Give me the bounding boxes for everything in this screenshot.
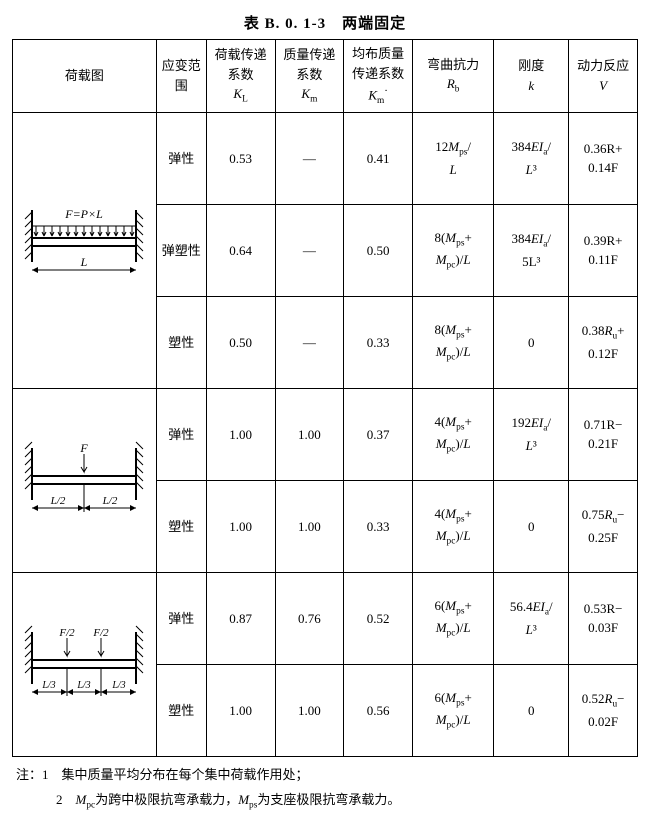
diagram-cell: F=P×L L <box>13 112 157 388</box>
svg-text:L/2: L/2 <box>50 495 66 507</box>
cell-kmh: 0.33 <box>344 296 413 388</box>
col-V: 动力反应V <box>569 40 638 113</box>
cell-v: 0.75Ru−0.25F <box>569 480 638 572</box>
cell-v: 0.52Ru−0.02F <box>569 664 638 756</box>
svg-text:F: F <box>80 441 89 455</box>
cell-range: 弹塑性 <box>156 204 206 296</box>
diagram-cell: F/2 F/2 L/3 L/3 L/3 <box>13 572 157 756</box>
note-prefix: 注：1 <box>16 767 49 782</box>
cell-km: — <box>275 204 344 296</box>
cell-rb: 8(Mps+Mpc)/L <box>413 296 494 388</box>
cell-rb: 12Mps/L <box>413 112 494 204</box>
header-row: 荷载图 应变范围 荷载传递系数KL 质量传递系数Km 均布质量传递系数Km· 弯… <box>13 40 638 113</box>
cell-km: 1.00 <box>275 664 344 756</box>
cell-range: 弹性 <box>156 112 206 204</box>
cell-k: 384EIa/5L³ <box>494 204 569 296</box>
cell-rb: 8(Mps+Mpc)/L <box>413 204 494 296</box>
main-table: 荷载图 应变范围 荷载传递系数KL 质量传递系数Km 均布质量传递系数Km· 弯… <box>12 39 638 757</box>
cell-km: 1.00 <box>275 480 344 572</box>
data-row: F=P×L L 弹性0.53—0.4112Mps/L384EIa/L³0.36R… <box>13 112 638 204</box>
cell-kmh: 0.37 <box>344 388 413 480</box>
cell-kl: 0.87 <box>206 572 275 664</box>
cell-kl: 0.53 <box>206 112 275 204</box>
col-diagram: 荷载图 <box>13 40 157 113</box>
diagram-udl: F=P×L L <box>14 200 154 300</box>
cell-kmh: 0.41 <box>344 112 413 204</box>
diagram-point-center: F L/2 L/2 <box>14 430 154 530</box>
svg-text:F/2: F/2 <box>59 627 76 639</box>
note-2-prefix: 2 <box>56 792 63 807</box>
cell-range: 塑性 <box>156 664 206 756</box>
svg-text:L/3: L/3 <box>112 680 126 691</box>
notes: 注：1 集中质量平均分布在每个集中荷载作用处； 2 Mpc为跨中极限抗弯承载力，… <box>12 763 638 815</box>
cell-range: 弹性 <box>156 572 206 664</box>
col-Km: 质量传递系数Km <box>275 40 344 113</box>
cell-kl: 1.00 <box>206 388 275 480</box>
cell-v: 0.39R+0.11F <box>569 204 638 296</box>
cell-v: 0.36R+0.14F <box>569 112 638 204</box>
cell-rb: 4(Mps+Mpc)/L <box>413 388 494 480</box>
cell-kl: 1.00 <box>206 480 275 572</box>
cell-rb: 6(Mps+Mpc)/L <box>413 664 494 756</box>
cell-v: 0.71R−0.21F <box>569 388 638 480</box>
cell-k: 192EIa/L³ <box>494 388 569 480</box>
cell-kmh: 0.52 <box>344 572 413 664</box>
cell-km: 1.00 <box>275 388 344 480</box>
diagram-point-thirds: F/2 F/2 L/3 L/3 L/3 <box>14 614 154 714</box>
cell-kl: 1.00 <box>206 664 275 756</box>
col-k: 刚度k <box>494 40 569 113</box>
cell-k: 384EIa/L³ <box>494 112 569 204</box>
cell-kl: 0.64 <box>206 204 275 296</box>
svg-text:F/2: F/2 <box>93 627 110 639</box>
cell-v: 0.53R−0.03F <box>569 572 638 664</box>
cell-range: 弹性 <box>156 388 206 480</box>
cell-k: 0 <box>494 296 569 388</box>
cell-range: 塑性 <box>156 296 206 388</box>
cell-kmh: 0.50 <box>344 204 413 296</box>
cell-k: 0 <box>494 480 569 572</box>
table-title: 表 B. 0. 1-3 两端固定 <box>12 12 638 33</box>
cell-kl: 0.50 <box>206 296 275 388</box>
col-Kmh: 均布质量传递系数Km· <box>344 40 413 113</box>
data-row: F L/2 L/2 弹性1.001.000.374(Mps+Mpc)/L192E… <box>13 388 638 480</box>
svg-text:L/2: L/2 <box>102 495 118 507</box>
data-row: F/2 F/2 L/3 L/3 L/3 弹性0.870.760.526(Mps+… <box>13 572 638 664</box>
svg-text:L/3: L/3 <box>77 680 91 691</box>
svg-text:L: L <box>80 255 88 269</box>
cell-kmh: 0.33 <box>344 480 413 572</box>
cell-range: 塑性 <box>156 480 206 572</box>
cell-km: — <box>275 112 344 204</box>
diagram-cell: F L/2 L/2 <box>13 388 157 572</box>
col-KL: 荷载传递系数KL <box>206 40 275 113</box>
col-Rb: 弯曲抗力Rb <box>413 40 494 113</box>
cell-km: — <box>275 296 344 388</box>
svg-text:F=P×L: F=P×L <box>65 207 104 221</box>
cell-k: 0 <box>494 664 569 756</box>
cell-rb: 6(Mps+Mpc)/L <box>413 572 494 664</box>
svg-text:L/3: L/3 <box>42 680 56 691</box>
cell-v: 0.38Ru+0.12F <box>569 296 638 388</box>
note-1: 集中质量平均分布在每个集中荷载作用处； <box>62 767 309 782</box>
cell-kmh: 0.56 <box>344 664 413 756</box>
cell-km: 0.76 <box>275 572 344 664</box>
cell-rb: 4(Mps+Mpc)/L <box>413 480 494 572</box>
col-range: 应变范围 <box>156 40 206 113</box>
cell-k: 56.4EIa/L³ <box>494 572 569 664</box>
